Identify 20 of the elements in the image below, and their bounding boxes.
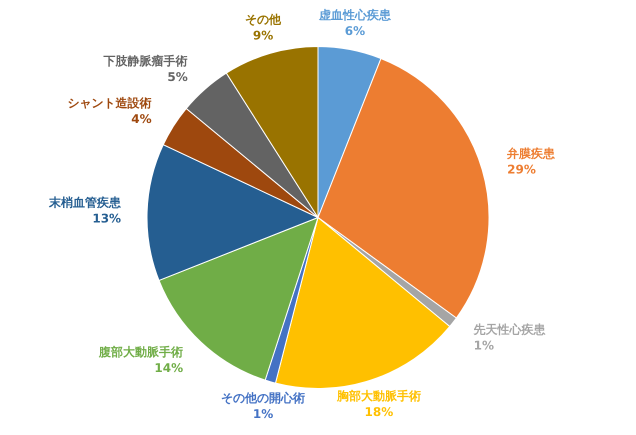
slice-label: その他の開心術 [221, 390, 306, 405]
slice-label: 末梢血管疾患 [48, 195, 122, 210]
slice-label: その他 [245, 12, 282, 26]
slice-label: シャント造設術 [68, 96, 152, 110]
slice-label: 先天性心疾患 [472, 322, 547, 336]
data-label: 1% [474, 338, 494, 352]
slice-label: 虚血性心疾患 [318, 8, 392, 22]
data-label: 1% [252, 406, 274, 421]
data-label: 18% [364, 404, 394, 419]
data-label: 14% [154, 361, 184, 376]
slice-label: 腹部大動脈手術 [98, 345, 184, 360]
slice-label: 弁膜疾患 [506, 146, 556, 161]
data-label: 9% [252, 28, 274, 42]
data-label: 29% [507, 162, 536, 177]
slice-label: 下肢静脈瘤手術 [102, 54, 188, 68]
data-label: 4% [131, 112, 152, 126]
data-label: 5% [167, 70, 188, 84]
data-label: 13% [92, 211, 122, 226]
slice-label: 胸部大動脈手術 [336, 388, 421, 403]
data-label: 6% [344, 24, 366, 38]
